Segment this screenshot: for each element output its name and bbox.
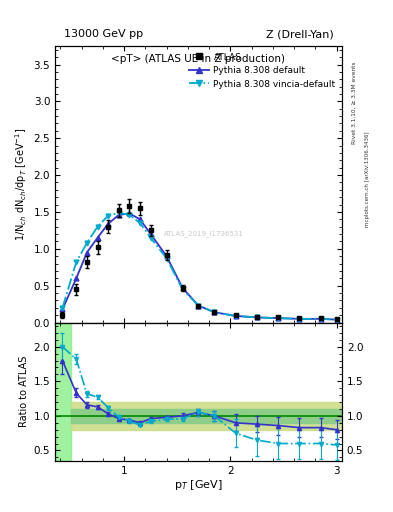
Text: <pT> (ATLAS UE in Z production): <pT> (ATLAS UE in Z production) xyxy=(112,54,285,65)
Text: Z (Drell-Yan): Z (Drell-Yan) xyxy=(266,29,333,39)
Text: ATLAS_2019_I1736531: ATLAS_2019_I1736531 xyxy=(164,231,244,238)
Text: mcplots.cern.ch [arXiv:1306.3436]: mcplots.cern.ch [arXiv:1306.3436] xyxy=(365,132,371,227)
Y-axis label: 1/N$_{ch}$ dN$_{ch}$/dp$_T$ [GeV$^{-1}$]: 1/N$_{ch}$ dN$_{ch}$/dp$_T$ [GeV$^{-1}$] xyxy=(14,127,29,241)
Text: 13000 GeV pp: 13000 GeV pp xyxy=(64,29,143,39)
Y-axis label: Ratio to ATLAS: Ratio to ATLAS xyxy=(19,356,29,428)
X-axis label: p$_T$ [GeV]: p$_T$ [GeV] xyxy=(174,478,223,493)
Text: Rivet 3.1.10, ≥ 3.3M events: Rivet 3.1.10, ≥ 3.3M events xyxy=(352,61,357,144)
Legend: ATLAS, Pythia 8.308 default, Pythia 8.308 vincia-default: ATLAS, Pythia 8.308 default, Pythia 8.30… xyxy=(185,49,339,93)
